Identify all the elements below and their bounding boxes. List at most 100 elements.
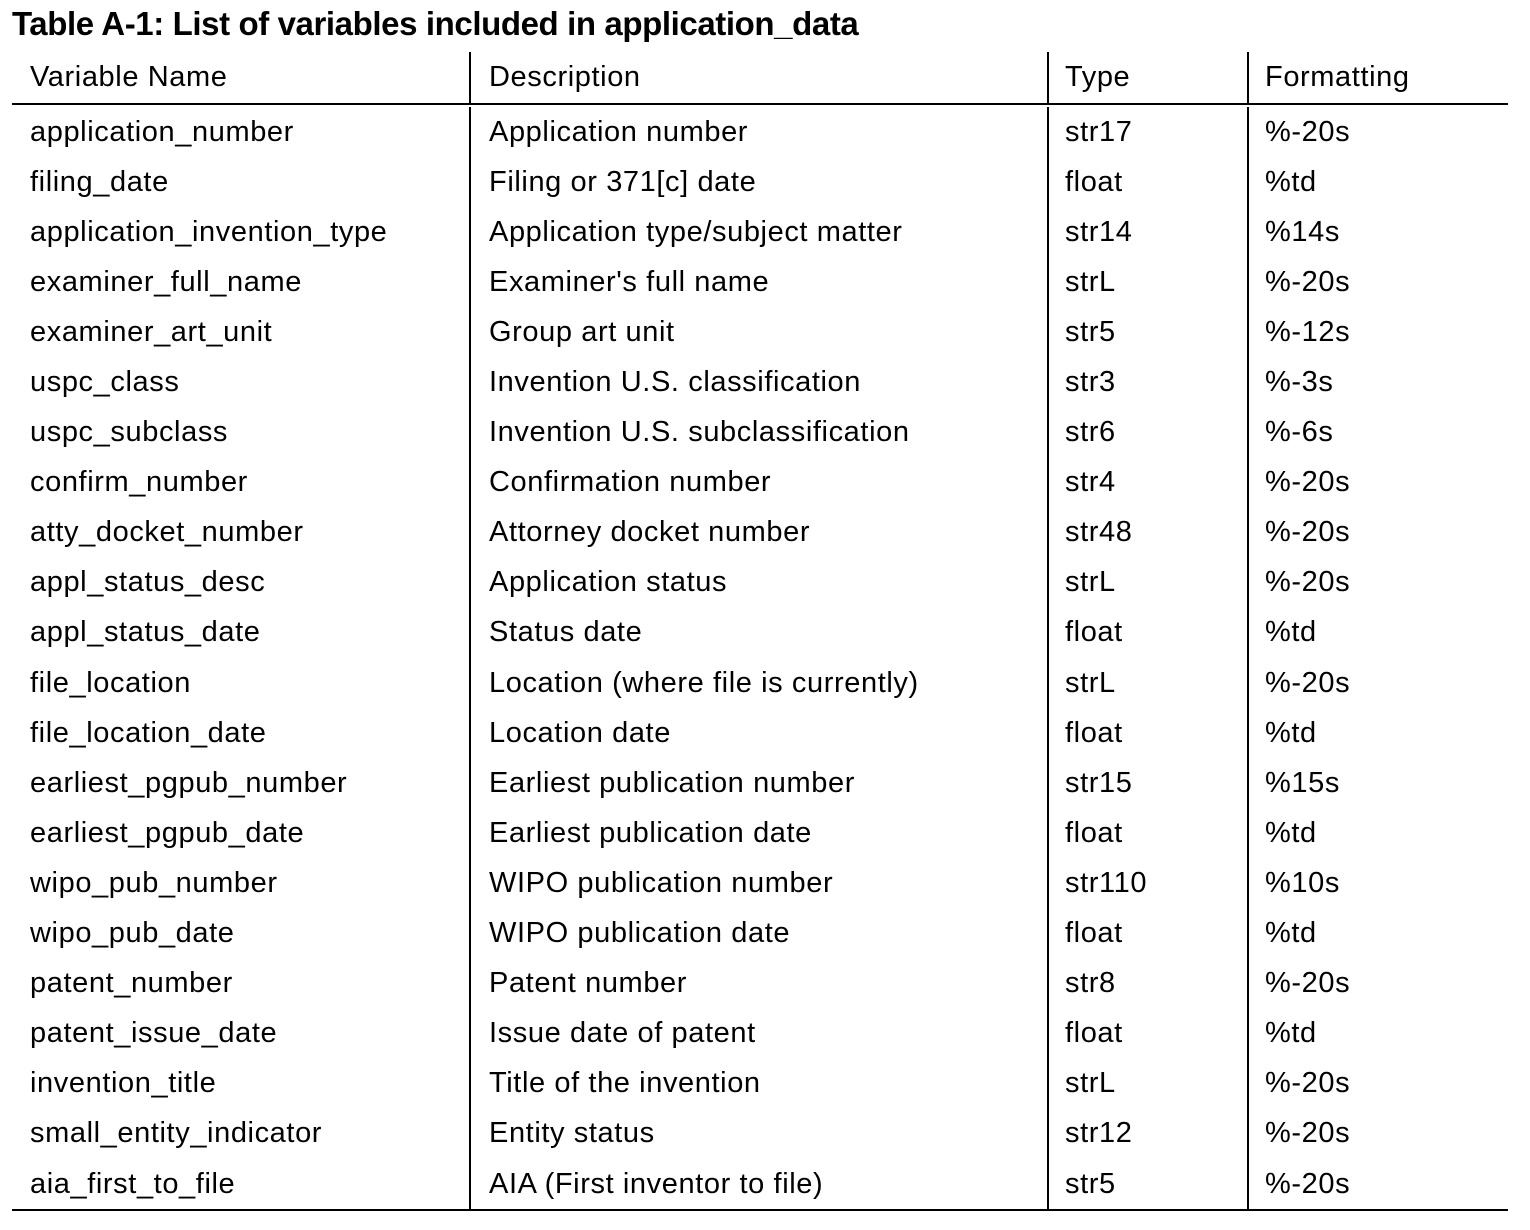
table-row: patent_numberPatent numberstr8%-20s	[12, 959, 1508, 1009]
table-row: uspc_classInvention U.S. classifications…	[12, 357, 1508, 407]
description-cell: Earliest publication number	[469, 758, 1047, 808]
variable-name-cell: uspc_class	[12, 357, 469, 407]
description-cell: Attorney docket number	[469, 508, 1047, 558]
formatting-cell: %-12s	[1247, 307, 1508, 357]
variable-name-cell: earliest_pgpub_date	[12, 808, 469, 858]
type-cell: float	[1047, 1009, 1247, 1059]
table-header-row: Variable Name Description Type Formattin…	[12, 52, 1508, 105]
column-header-type: Type	[1047, 52, 1247, 103]
type-cell: str8	[1047, 959, 1247, 1009]
variable-name-cell: small_entity_indicator	[12, 1109, 469, 1159]
column-header-variable-name: Variable Name	[12, 52, 469, 103]
variable-name-cell: file_location	[12, 658, 469, 708]
description-cell: Invention U.S. subclassification	[469, 408, 1047, 458]
description-cell: WIPO publication number	[469, 858, 1047, 908]
formatting-cell: %-20s	[1247, 458, 1508, 508]
type-cell: str3	[1047, 357, 1247, 407]
type-cell: float	[1047, 157, 1247, 207]
table-row: examiner_full_nameExaminer's full namest…	[12, 257, 1508, 307]
description-cell: Entity status	[469, 1109, 1047, 1159]
variable-name-cell: appl_status_date	[12, 608, 469, 658]
table-row: appl_status_descApplication statusstrL%-…	[12, 558, 1508, 608]
description-cell: Location (where file is currently)	[469, 658, 1047, 708]
table-row: filing_dateFiling or 371[c] datefloat%td	[12, 157, 1508, 207]
variables-table: Variable Name Description Type Formattin…	[12, 52, 1508, 1211]
variable-name-cell: patent_issue_date	[12, 1009, 469, 1059]
description-cell: Confirmation number	[469, 458, 1047, 508]
table-row: earliest_pgpub_dateEarliest publication …	[12, 808, 1508, 858]
variable-name-cell: examiner_art_unit	[12, 307, 469, 357]
type-cell: str5	[1047, 307, 1247, 357]
formatting-cell: %td	[1247, 909, 1508, 959]
table-row: file_location_dateLocation datefloat%td	[12, 708, 1508, 758]
formatting-cell: %10s	[1247, 858, 1508, 908]
type-cell: str15	[1047, 758, 1247, 808]
variable-name-cell: aia_first_to_file	[12, 1159, 469, 1209]
variable-name-cell: uspc_subclass	[12, 408, 469, 458]
formatting-cell: %-20s	[1247, 1109, 1508, 1159]
table-row: examiner_art_unitGroup art unitstr5%-12s	[12, 307, 1508, 357]
formatting-cell: %-20s	[1247, 658, 1508, 708]
description-cell: Earliest publication date	[469, 808, 1047, 858]
formatting-cell: %td	[1247, 608, 1508, 658]
description-cell: Issue date of patent	[469, 1009, 1047, 1059]
description-cell: AIA (First inventor to file)	[469, 1159, 1047, 1209]
variable-name-cell: invention_title	[12, 1059, 469, 1109]
table-row: atty_docket_numberAttorney docket number…	[12, 508, 1508, 558]
type-cell: strL	[1047, 257, 1247, 307]
type-cell: float	[1047, 909, 1247, 959]
table-body: application_numberApplication numberstr1…	[12, 107, 1508, 1211]
type-cell: str17	[1047, 107, 1247, 157]
formatting-cell: %-20s	[1247, 257, 1508, 307]
formatting-cell: %td	[1247, 1009, 1508, 1059]
formatting-cell: %-20s	[1247, 1159, 1508, 1209]
description-cell: Filing or 371[c] date	[469, 157, 1047, 207]
description-cell: Group art unit	[469, 307, 1047, 357]
formatting-cell: %-20s	[1247, 107, 1508, 157]
variable-name-cell: confirm_number	[12, 458, 469, 508]
variable-name-cell: wipo_pub_date	[12, 909, 469, 959]
table-row: confirm_numberConfirmation numberstr4%-2…	[12, 458, 1508, 508]
type-cell: float	[1047, 808, 1247, 858]
table-title: Table A-1: List of variables included in…	[12, 2, 858, 46]
type-cell: str6	[1047, 408, 1247, 458]
description-cell: Title of the invention	[469, 1059, 1047, 1109]
table-row: wipo_pub_numberWIPO publication numberst…	[12, 858, 1508, 908]
table-row: small_entity_indicatorEntity statusstr12…	[12, 1109, 1508, 1159]
type-cell: str5	[1047, 1159, 1247, 1209]
description-cell: Patent number	[469, 959, 1047, 1009]
description-cell: Status date	[469, 608, 1047, 658]
variable-name-cell: appl_status_desc	[12, 558, 469, 608]
variable-name-cell: earliest_pgpub_number	[12, 758, 469, 808]
type-cell: strL	[1047, 1059, 1247, 1109]
table-row: application_invention_typeApplication ty…	[12, 207, 1508, 257]
variable-name-cell: patent_number	[12, 959, 469, 1009]
variable-name-cell: application_number	[12, 107, 469, 157]
type-cell: str48	[1047, 508, 1247, 558]
description-cell: Examiner's full name	[469, 257, 1047, 307]
formatting-cell: %-20s	[1247, 508, 1508, 558]
variable-name-cell: examiner_full_name	[12, 257, 469, 307]
type-cell: float	[1047, 708, 1247, 758]
description-cell: Invention U.S. classification	[469, 357, 1047, 407]
description-cell: Location date	[469, 708, 1047, 758]
type-cell: str12	[1047, 1109, 1247, 1159]
formatting-cell: %15s	[1247, 758, 1508, 808]
variable-name-cell: wipo_pub_number	[12, 858, 469, 908]
table-row: uspc_subclassInvention U.S. subclassific…	[12, 408, 1508, 458]
formatting-cell: %14s	[1247, 207, 1508, 257]
type-cell: strL	[1047, 658, 1247, 708]
formatting-cell: %-20s	[1247, 558, 1508, 608]
formatting-cell: %-6s	[1247, 408, 1508, 458]
type-cell: str14	[1047, 207, 1247, 257]
variable-name-cell: filing_date	[12, 157, 469, 207]
variable-name-cell: application_invention_type	[12, 207, 469, 257]
table-row: application_numberApplication numberstr1…	[12, 107, 1508, 157]
description-cell: WIPO publication date	[469, 909, 1047, 959]
type-cell: float	[1047, 608, 1247, 658]
table-row: wipo_pub_dateWIPO publication datefloat%…	[12, 909, 1508, 959]
column-header-formatting: Formatting	[1247, 52, 1508, 103]
formatting-cell: %-3s	[1247, 357, 1508, 407]
description-cell: Application type/subject matter	[469, 207, 1047, 257]
